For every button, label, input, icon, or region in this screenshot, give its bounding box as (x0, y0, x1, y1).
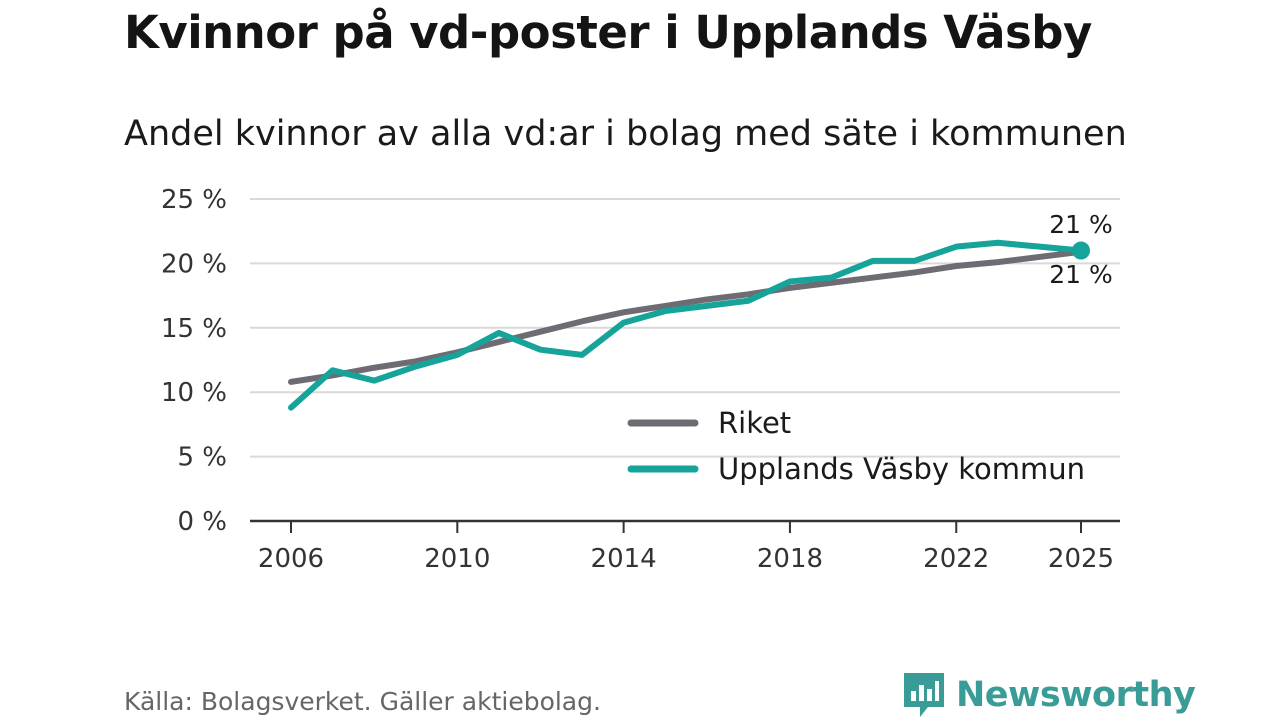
series-lines (288, 239, 1090, 411)
chart-title: Kvinnor på vd-poster i Upplands Väsby (124, 6, 1092, 59)
end-label-kommun: 21 % (1049, 210, 1113, 239)
y-tick-label: 5 % (177, 443, 227, 473)
x-tick-label: 2022 (923, 544, 989, 574)
y-axis-tick-labels: 0 % 5 % 10 % 15 % 20 % 25 % (161, 185, 227, 537)
series-line-kommun (288, 239, 1084, 411)
end-value-labels: 21 % 21 % (1049, 210, 1113, 289)
end-label-riket: 21 % (1049, 260, 1113, 289)
x-tick-label: 2014 (591, 544, 657, 574)
legend-label: Riket (718, 406, 791, 440)
y-tick-label: 25 % (161, 185, 227, 215)
y-tick-label: 20 % (161, 249, 227, 279)
x-tick-label: 2006 (258, 544, 324, 574)
line-chart: 0 %5 %10 %15 %20 %25 % 2006 2010 2014 2018 2… (161, 185, 1120, 574)
legend-item-riket: Riket (627, 406, 791, 440)
grid-lines (250, 198, 1120, 458)
x-tick-label: 2025 (1048, 544, 1114, 574)
legend: Riket Upplands Väsby kommun (627, 406, 1085, 486)
brand-logo[interactable]: Newsworthy (902, 671, 1196, 719)
source-note: Källa: Bolagsverket. Gäller aktiebolag. (124, 687, 601, 716)
legend-item-kommun: Upplands Väsby kommun (627, 452, 1085, 486)
x-tick-label: 2018 (757, 544, 823, 574)
series-line-riket (288, 248, 1084, 385)
x-tick-label: 2010 (424, 544, 490, 574)
x-axis-ticks: 2006 2010 2014 2018 2022 2025 (258, 521, 1114, 574)
brand-name: Newsworthy (956, 675, 1196, 715)
newsworthy-logo-icon (904, 673, 944, 717)
y-tick-label: 10 % (161, 378, 227, 408)
chart-subtitle: Andel kvinnor av alla vd:ar i bolag med … (124, 114, 1127, 154)
y-tick-label: 0 % (177, 507, 227, 537)
legend-label: Upplands Väsby kommun (718, 452, 1085, 486)
end-point-marker (1072, 241, 1090, 260)
y-tick-label: 15 % (161, 314, 227, 344)
